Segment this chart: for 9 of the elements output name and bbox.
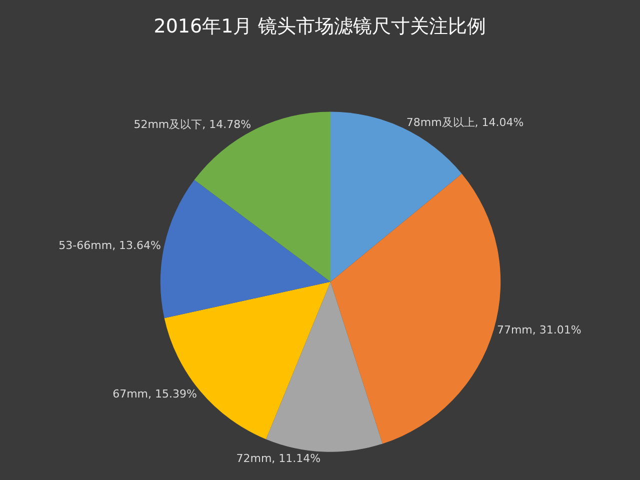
slice-label: 52mm及以下, 14.78% [134,118,252,132]
slice-label: 77mm, 31.01% [496,324,582,337]
pie-slice [160,180,330,318]
pie-slice [266,282,383,452]
chart-title: 2016年1月 镜头市场滤镜尺寸关注比例 [154,16,486,38]
slice-label: 72mm, 11.14% [236,452,321,465]
slice-label: 53-66mm, 13.64% [58,238,162,252]
slice-label: 78mm及以上, 14.04% [406,116,524,130]
slice-label: 67mm, 15.39% [112,387,197,400]
